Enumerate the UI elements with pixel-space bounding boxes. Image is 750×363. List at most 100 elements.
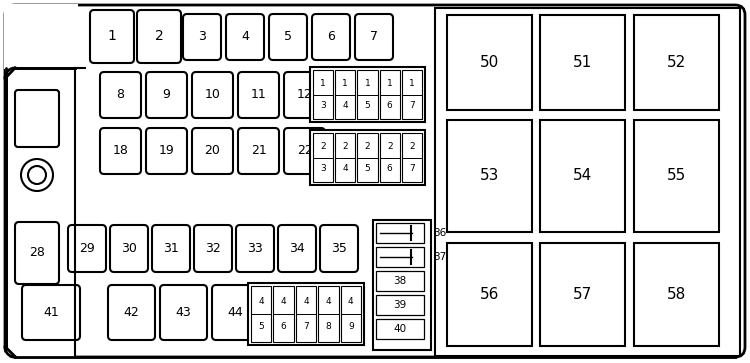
Text: 38: 38 [393,276,406,286]
Text: 4: 4 [241,30,249,44]
Text: 58: 58 [667,287,686,302]
Bar [251,286,272,342]
Text: 42: 42 [124,306,140,319]
FancyBboxPatch shape [212,285,259,340]
Bar [540,15,625,110]
Bar [313,70,333,119]
Bar [296,286,316,342]
Circle shape [21,159,53,191]
Bar [358,70,377,119]
Bar [335,133,356,182]
Bar [376,319,424,339]
Text: 22: 22 [296,144,312,158]
Text: 2: 2 [320,142,326,151]
Text: 2: 2 [409,142,415,151]
FancyBboxPatch shape [355,14,393,60]
Text: 5: 5 [364,101,370,110]
Text: 29: 29 [80,242,94,255]
Text: 41: 41 [43,306,58,319]
Text: 56: 56 [480,287,500,302]
Bar [634,120,719,232]
Text: 18: 18 [112,144,128,158]
Text: 57: 57 [573,287,592,302]
Bar [634,15,719,110]
Bar [373,220,431,350]
Bar [402,70,422,119]
Text: 1: 1 [343,79,348,88]
Text: 2: 2 [387,142,392,151]
FancyBboxPatch shape [68,225,106,272]
Text: 44: 44 [228,306,243,319]
FancyBboxPatch shape [269,14,307,60]
Text: 7: 7 [303,322,309,331]
Text: 39: 39 [393,300,406,310]
Text: 7: 7 [409,164,415,173]
Text: 43: 43 [176,306,191,319]
Bar [5,68,75,357]
Text: 6: 6 [280,322,286,331]
Text: 35: 35 [331,242,347,255]
Bar [540,120,625,232]
Text: 3: 3 [198,30,206,44]
Text: 10: 10 [205,89,220,102]
FancyBboxPatch shape [137,10,181,63]
Text: 28: 28 [29,246,45,260]
Text: 1: 1 [364,79,370,88]
Text: 54: 54 [573,168,592,184]
Text: 6: 6 [387,101,392,110]
Bar [358,133,377,182]
Text: 2: 2 [154,29,164,44]
Text: 7: 7 [370,30,378,44]
Text: 36: 36 [433,228,446,238]
Bar [274,286,294,342]
Text: 8: 8 [326,322,332,331]
FancyBboxPatch shape [192,128,233,174]
Bar [318,286,338,342]
Text: 34: 34 [290,242,304,255]
Bar [447,243,532,346]
Text: 3: 3 [320,164,326,173]
Bar [335,70,356,119]
Text: 9: 9 [163,89,170,102]
FancyBboxPatch shape [15,222,59,284]
Text: 52: 52 [667,55,686,70]
Text: 2: 2 [343,142,348,151]
FancyBboxPatch shape [100,72,141,118]
Bar [340,286,361,342]
Text: 1: 1 [107,29,116,44]
Text: 33: 33 [248,242,262,255]
Bar [447,15,532,110]
Text: 5: 5 [284,30,292,44]
FancyBboxPatch shape [192,72,233,118]
Text: 7: 7 [409,101,415,110]
FancyBboxPatch shape [236,225,274,272]
Text: 12: 12 [296,89,312,102]
Text: 9: 9 [348,322,354,331]
FancyBboxPatch shape [320,225,358,272]
Text: 32: 32 [205,242,220,255]
Bar [380,70,400,119]
Text: 1: 1 [320,79,326,88]
Bar [402,133,422,182]
FancyBboxPatch shape [284,72,325,118]
FancyBboxPatch shape [194,225,232,272]
Text: 30: 30 [121,242,137,255]
Text: 4: 4 [348,297,353,306]
Text: 20: 20 [205,144,220,158]
Text: 4: 4 [343,101,348,110]
Bar [248,283,364,345]
FancyBboxPatch shape [152,225,190,272]
FancyBboxPatch shape [238,72,279,118]
FancyBboxPatch shape [226,14,264,60]
FancyBboxPatch shape [146,128,187,174]
FancyBboxPatch shape [100,128,141,174]
Text: 50: 50 [480,55,500,70]
Text: 6: 6 [387,164,392,173]
Text: 4: 4 [280,297,286,306]
Text: 37: 37 [433,252,446,262]
Text: 6: 6 [327,30,335,44]
Bar [540,243,625,346]
Text: 4: 4 [343,164,348,173]
Bar [313,133,333,182]
FancyBboxPatch shape [15,90,59,147]
